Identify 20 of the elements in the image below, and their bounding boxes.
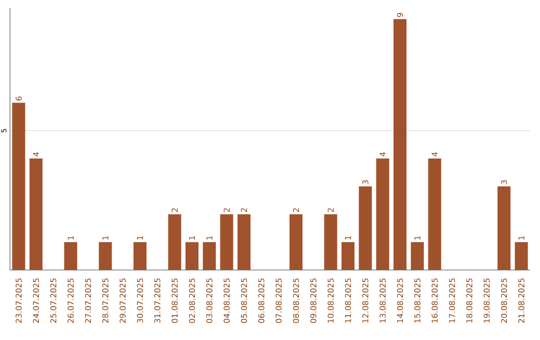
bar bbox=[238, 214, 250, 270]
bar bbox=[358, 186, 372, 270]
bar bbox=[12, 102, 26, 270]
bar bbox=[290, 214, 302, 270]
bar bbox=[394, 19, 407, 270]
bar bbox=[186, 242, 198, 270]
bar bbox=[376, 158, 390, 270]
bar bbox=[498, 186, 511, 270]
bar bbox=[134, 242, 146, 270]
bar bbox=[514, 242, 528, 270]
bar bbox=[410, 242, 424, 270]
bar bbox=[30, 158, 42, 270]
bar bbox=[220, 214, 234, 270]
bar bbox=[202, 242, 216, 270]
bar bbox=[342, 242, 355, 270]
bar bbox=[324, 214, 338, 270]
bar bbox=[98, 242, 112, 270]
bar bbox=[428, 158, 442, 270]
bar bbox=[64, 242, 78, 270]
bar bbox=[168, 214, 182, 270]
